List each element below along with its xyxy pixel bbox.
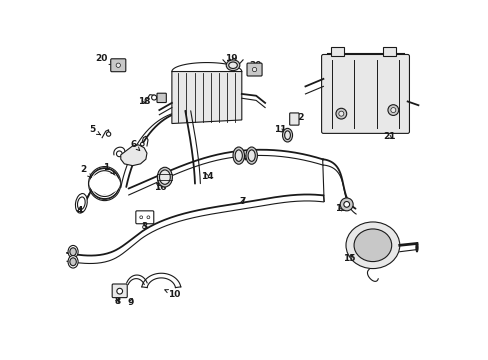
Circle shape — [343, 202, 349, 207]
Circle shape — [151, 95, 156, 100]
Circle shape — [147, 216, 149, 219]
Polygon shape — [121, 145, 147, 166]
Text: 8: 8 — [114, 297, 120, 306]
Text: 10: 10 — [164, 289, 181, 298]
Text: 11: 11 — [274, 125, 286, 134]
Ellipse shape — [157, 167, 172, 187]
Circle shape — [252, 67, 256, 72]
Text: 21: 21 — [383, 132, 395, 141]
Circle shape — [140, 216, 142, 219]
Text: 16: 16 — [154, 183, 166, 192]
Circle shape — [117, 288, 122, 294]
Text: 9: 9 — [127, 298, 134, 307]
Text: 20: 20 — [95, 54, 113, 65]
FancyBboxPatch shape — [289, 113, 298, 125]
Ellipse shape — [228, 62, 237, 68]
Circle shape — [116, 63, 120, 67]
Text: 12: 12 — [291, 113, 304, 122]
Ellipse shape — [235, 150, 242, 161]
FancyBboxPatch shape — [246, 63, 262, 76]
Bar — [330, 47, 344, 56]
FancyBboxPatch shape — [110, 59, 125, 72]
Text: 5: 5 — [89, 125, 101, 135]
Text: 6: 6 — [130, 140, 140, 150]
Ellipse shape — [226, 60, 239, 71]
Ellipse shape — [68, 246, 78, 258]
Ellipse shape — [233, 147, 244, 164]
Text: 1: 1 — [103, 163, 114, 174]
Circle shape — [94, 174, 115, 194]
Ellipse shape — [89, 173, 120, 194]
Circle shape — [106, 132, 110, 136]
Text: 20: 20 — [248, 61, 261, 70]
Text: 19: 19 — [224, 54, 237, 63]
Ellipse shape — [70, 248, 76, 256]
Ellipse shape — [346, 222, 399, 269]
Ellipse shape — [68, 256, 78, 268]
FancyBboxPatch shape — [112, 284, 127, 298]
Ellipse shape — [353, 229, 391, 262]
Circle shape — [387, 105, 398, 116]
Ellipse shape — [282, 129, 292, 142]
Text: 13: 13 — [334, 204, 347, 213]
Circle shape — [89, 168, 120, 199]
Ellipse shape — [75, 194, 87, 213]
Circle shape — [340, 198, 352, 211]
Ellipse shape — [77, 197, 85, 210]
Ellipse shape — [247, 150, 255, 161]
Circle shape — [92, 171, 117, 197]
Text: 17: 17 — [239, 152, 251, 161]
Ellipse shape — [284, 131, 290, 139]
Ellipse shape — [415, 243, 417, 252]
Circle shape — [338, 111, 343, 116]
FancyBboxPatch shape — [321, 54, 408, 134]
Text: 7: 7 — [239, 197, 245, 206]
Circle shape — [97, 176, 112, 191]
Text: 3: 3 — [141, 222, 147, 231]
Bar — [383, 47, 395, 56]
Circle shape — [140, 142, 144, 146]
Circle shape — [116, 151, 122, 157]
FancyBboxPatch shape — [157, 93, 166, 103]
Text: 14: 14 — [200, 172, 213, 181]
Circle shape — [335, 108, 346, 119]
Ellipse shape — [70, 258, 76, 266]
Text: 18: 18 — [138, 96, 150, 105]
Text: 2: 2 — [80, 165, 91, 177]
Ellipse shape — [159, 170, 170, 184]
Text: 4: 4 — [76, 206, 82, 215]
Circle shape — [390, 108, 395, 113]
Ellipse shape — [245, 147, 257, 164]
FancyBboxPatch shape — [136, 211, 153, 224]
Text: 15: 15 — [343, 254, 355, 263]
Polygon shape — [171, 72, 241, 123]
